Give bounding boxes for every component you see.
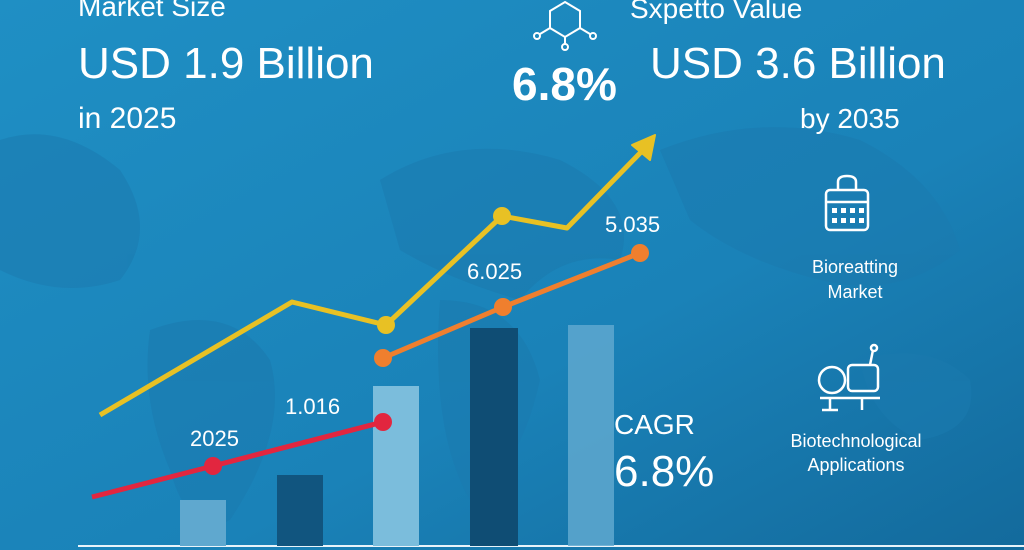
sidebar-label: Bioreatting — [812, 257, 898, 277]
yellow-line — [98, 146, 647, 418]
point — [204, 457, 222, 475]
bar — [277, 475, 323, 546]
market-size-value: USD 1.9 Billion — [78, 39, 374, 88]
point — [374, 349, 392, 367]
point — [494, 298, 512, 316]
annotation: 2025 — [190, 426, 239, 451]
expected-value-label: Sxpetto Value — [630, 0, 802, 24]
point — [631, 244, 649, 262]
market-size-label: Market Size — [78, 0, 226, 22]
bar — [180, 500, 226, 546]
point — [493, 207, 511, 225]
header-cagr: 6.8% — [512, 58, 617, 110]
sidebar-label: Market — [827, 282, 882, 302]
annotation: 6.025 — [467, 259, 522, 284]
arrow-head — [631, 134, 656, 161]
sidebar-label: Biotechnological — [790, 431, 921, 451]
bars — [180, 325, 614, 546]
cagr-label: CAGR — [614, 409, 695, 440]
point — [377, 316, 395, 334]
calendar-icon — [824, 174, 870, 232]
annotation: 5.035 — [605, 212, 660, 237]
lab-icon — [817, 343, 880, 412]
market-size-year: in 2025 — [78, 102, 176, 135]
bar — [373, 386, 419, 546]
bar — [470, 328, 518, 546]
bar — [568, 325, 614, 546]
points — [204, 207, 649, 475]
cagr-value: 6.8% — [614, 447, 714, 496]
expected-year: by 2035 — [800, 103, 900, 134]
sidebar-label: Applications — [807, 455, 904, 475]
expected-value: USD 3.6 Billion — [650, 39, 946, 88]
point — [374, 413, 392, 431]
annotation: 1.016 — [285, 394, 340, 419]
molecule-icon — [533, 0, 597, 51]
